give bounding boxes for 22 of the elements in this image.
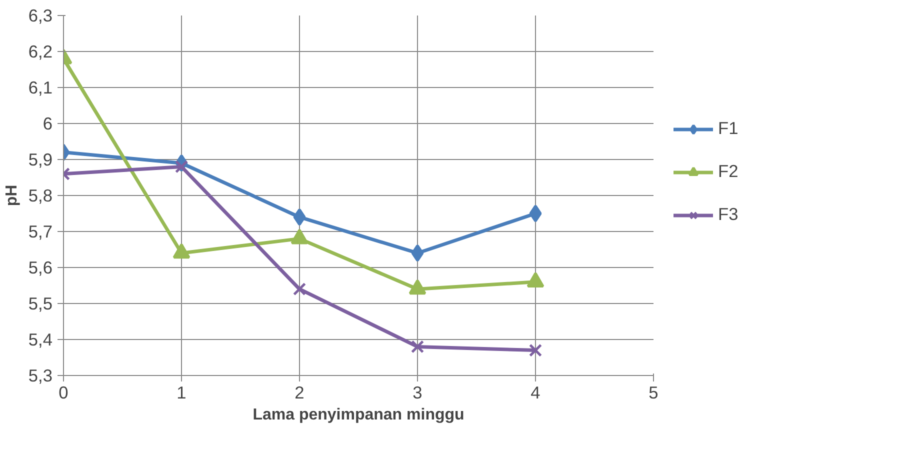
legend-label: F1	[718, 118, 738, 139]
x-tick-label: 1	[176, 382, 186, 402]
x-tick-label: 3	[412, 382, 422, 402]
legend-label: F2	[718, 161, 738, 182]
y-tick-label: 5,4	[28, 330, 53, 350]
x-tick-label: 5	[648, 382, 658, 402]
y-tick-label: 5,3	[28, 366, 53, 386]
legend-label: F3	[718, 204, 738, 225]
y-tick-label: 6,2	[28, 42, 53, 62]
y-axis-title: pH	[3, 184, 20, 206]
y-tick-label: 5,8	[28, 186, 53, 206]
x-tick-label: 0	[58, 382, 68, 402]
y-tick-label: 5,9	[28, 150, 53, 170]
y-tick-label: 6,3	[28, 6, 53, 26]
x-axis-title: Lama penyimpanan minggu	[252, 406, 464, 424]
y-tick-label: 6,1	[28, 78, 53, 98]
x-tick-label: 2	[294, 382, 304, 402]
y-tick-label: 5,6	[28, 258, 53, 278]
y-tick-label: 5,5	[28, 294, 53, 314]
y-tick-label: 5,7	[28, 222, 53, 242]
y-tick-label: 6	[42, 114, 53, 134]
x-tick-label: 4	[530, 382, 541, 402]
